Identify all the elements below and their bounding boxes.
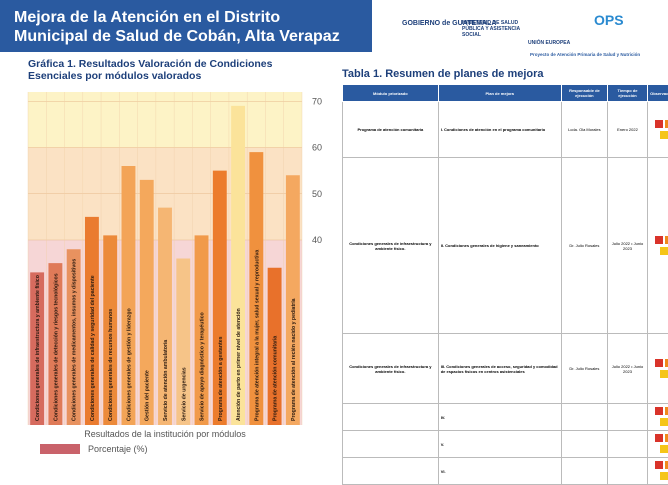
- observations: [647, 158, 668, 334]
- cell: Dr. Julio Rosales: [561, 334, 607, 404]
- logo: MINISTERIO DE SALUD PÚBLICA Y ASISTENCIA…: [462, 20, 522, 38]
- status-square: [660, 131, 668, 139]
- chart-title-box: Gráfica 1. Resultados Valoración de Cond…: [28, 58, 328, 88]
- cell: Julio 2022 • Junio 2023: [608, 334, 648, 404]
- category-label: Gestión del paciente: [145, 370, 151, 421]
- category-label: Condiciones generales de medicamentos, i…: [72, 259, 78, 421]
- status-square: [660, 370, 668, 378]
- cell: Lcda. Ola Morales: [561, 102, 607, 158]
- category-label: Servicio de apoyo diagnóstico y terapéut…: [200, 312, 206, 421]
- cell: [343, 431, 439, 458]
- status-square: [655, 434, 663, 442]
- observations: [647, 102, 668, 158]
- cell: VI.: [438, 458, 561, 485]
- status-square: [660, 445, 668, 453]
- status-square: [660, 472, 668, 480]
- cell: [561, 458, 607, 485]
- cell: Condiciones generales de infraestructura…: [343, 158, 439, 334]
- y-tick-label: 40: [312, 235, 322, 245]
- cell: II. Condiciones generales de higiene y s…: [438, 158, 561, 334]
- header-cell: Módulo priorizado: [343, 85, 439, 102]
- row: VI.: [343, 458, 668, 485]
- status-square: [655, 407, 663, 415]
- cell: Condiciones generales de infraestructura…: [343, 334, 439, 404]
- title: Mejora de la Atención en el Distrito Mun…: [0, 0, 372, 52]
- row: V.: [343, 431, 668, 458]
- logo: UNIÓN EUROPEA: [528, 40, 570, 46]
- status-square: [655, 236, 663, 244]
- category-label: Programa de atención a gestantes: [218, 336, 224, 421]
- status-square: [655, 120, 663, 128]
- header-cell: Plan de mejora: [438, 85, 561, 102]
- row: Condiciones generales de infraestructura…: [343, 158, 668, 334]
- observations: [647, 458, 668, 485]
- legend-label: Porcentaje (%): [88, 444, 148, 454]
- status-square: [660, 418, 668, 426]
- category-label: Programa de atención integral a la mujer…: [254, 250, 260, 421]
- cell: [343, 458, 439, 485]
- row: Condiciones generales de infraestructura…: [343, 334, 668, 404]
- category-label: Condiciones generales de infraestructura…: [35, 275, 41, 421]
- category-label: Condiciones generales de detección y rie…: [53, 273, 59, 421]
- cell: [561, 431, 607, 458]
- observations: [647, 334, 668, 404]
- cell: [343, 404, 439, 431]
- legend-swatch: [40, 444, 80, 454]
- header-cell: Observaciones: [647, 85, 668, 102]
- cell: V.: [438, 431, 561, 458]
- row: IV.: [343, 404, 668, 431]
- status-square: [655, 461, 663, 469]
- page: Mejora de la Atención en el Distrito Mun…: [0, 0, 668, 456]
- cell: [608, 458, 648, 485]
- category-label: Programa de atención al recién nacido y …: [291, 298, 297, 421]
- y-tick-label: 60: [312, 143, 322, 153]
- logo: OPS: [594, 12, 624, 28]
- category-label: Atención de parto en primer nivel de ate…: [236, 308, 242, 421]
- cell: IV.: [438, 404, 561, 431]
- cell: [608, 404, 648, 431]
- header-cell: Tiempo de ejecución: [608, 85, 648, 102]
- category-label: Servicio de atención ambulatoria: [163, 340, 169, 421]
- table-title: Tabla 1. Resumen de planes de mejora: [342, 68, 544, 80]
- status-square: [655, 359, 663, 367]
- cell: Programa de atención comunitaria: [343, 102, 439, 158]
- chart: Gráfica 1. Resultados Valoración de Cond…: [0, 52, 336, 456]
- category-label: Condiciones generales de gestión y lider…: [126, 308, 132, 421]
- cell: Dr. Julio Rosales: [561, 158, 607, 334]
- category-label: Programa de atención comunitaria: [273, 336, 279, 421]
- cell: I. Condiciones de atención en el program…: [438, 102, 561, 158]
- cell: III. Condiciones generales de acceso, se…: [438, 334, 561, 404]
- y-tick-label: 70: [312, 96, 322, 106]
- category-label: Condiciones generales de calidad y segur…: [90, 275, 96, 421]
- header-cell: Responsable de ejecución: [561, 85, 607, 102]
- observations: [647, 431, 668, 458]
- category-label: Servicio de urgencias: [181, 367, 187, 421]
- observations: [647, 404, 668, 431]
- cell: [608, 431, 648, 458]
- logo: Proyecto de Atención Primaria de Salud y…: [530, 52, 640, 57]
- category-label: Condiciones generales de recursos humano…: [108, 309, 114, 421]
- chart-title: Gráfica 1. Resultados Valoración de Cond…: [28, 58, 328, 82]
- cell: [561, 404, 607, 431]
- y-tick-label: 50: [312, 189, 322, 199]
- cell: Julio 2022 • Junio 2023: [608, 158, 648, 334]
- status-square: [660, 247, 668, 255]
- x-axis-label: Resultados de la institución por módulos: [84, 429, 246, 439]
- cell: Enero 2022: [608, 102, 648, 158]
- band: [28, 92, 302, 148]
